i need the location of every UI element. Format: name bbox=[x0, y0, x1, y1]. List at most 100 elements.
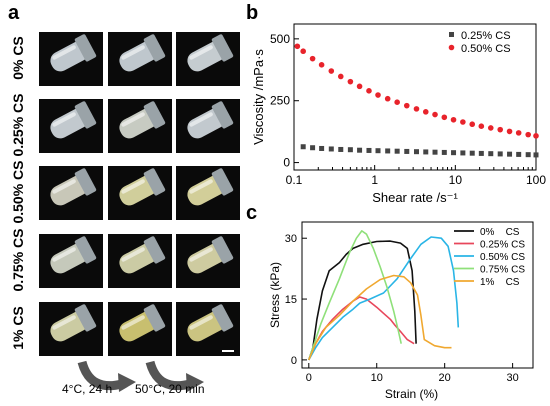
vial-photo bbox=[176, 302, 240, 356]
data-point bbox=[294, 43, 301, 50]
data-point bbox=[432, 111, 438, 118]
legend-label: 0.50% CS bbox=[480, 252, 525, 263]
legend-label: 0.75% CS bbox=[480, 265, 525, 276]
vial-photo bbox=[108, 166, 172, 220]
data-point bbox=[413, 149, 419, 155]
vial-icon bbox=[119, 168, 166, 206]
plot-frame bbox=[293, 23, 537, 171]
series-line bbox=[308, 274, 452, 361]
arrow-head bbox=[118, 373, 136, 392]
data-point bbox=[309, 55, 316, 62]
plot-frame bbox=[301, 221, 534, 369]
data-point bbox=[319, 145, 325, 151]
x-tick-label: 0 bbox=[306, 372, 312, 384]
data-point bbox=[516, 151, 522, 157]
series-line bbox=[308, 230, 402, 361]
vial-icon bbox=[119, 304, 166, 342]
data-point bbox=[441, 114, 448, 121]
data-point bbox=[347, 78, 354, 85]
data-point bbox=[357, 147, 363, 153]
data-point bbox=[487, 125, 494, 131]
vial-photo bbox=[108, 99, 172, 153]
legend-label: 0% CS bbox=[480, 227, 520, 238]
data-point bbox=[423, 149, 429, 155]
x-tick-label: 10 bbox=[371, 372, 383, 384]
panel-a-letter: a bbox=[8, 2, 20, 24]
data-point bbox=[384, 95, 391, 102]
vial-photo bbox=[108, 32, 172, 86]
y-tick-label: 250 bbox=[270, 94, 290, 108]
vial-icon bbox=[119, 101, 166, 139]
vial-photo bbox=[176, 234, 240, 288]
vial-photo bbox=[176, 32, 240, 86]
viscosity-chart: 0.1 1 10 100 0 250 500 Shear rate /s⁻¹ Viscosity… bbox=[251, 23, 546, 205]
x-tick-label: 0.1 bbox=[286, 173, 303, 187]
vial-photo bbox=[39, 166, 103, 220]
treatment-label: 4°C, 24 h bbox=[62, 382, 113, 396]
data-point bbox=[366, 147, 372, 153]
y-tick-label: 0 bbox=[283, 156, 290, 170]
vial-icon bbox=[50, 34, 97, 72]
arrow-head bbox=[186, 373, 204, 392]
y-tick-label: 15 bbox=[285, 294, 297, 306]
data-point bbox=[469, 150, 475, 156]
x-tick-label: 100 bbox=[526, 173, 546, 187]
vial-icon bbox=[187, 168, 234, 206]
x-tick-label: 1 bbox=[371, 173, 378, 187]
arrow-shaft bbox=[145, 360, 192, 391]
data-point bbox=[394, 148, 400, 154]
data-point bbox=[337, 73, 344, 80]
data-point bbox=[478, 150, 484, 156]
data-point bbox=[338, 146, 344, 152]
data-point bbox=[404, 148, 410, 154]
row-label: 1% CS bbox=[10, 306, 26, 350]
data-point bbox=[525, 131, 531, 138]
vial-photo bbox=[39, 302, 103, 356]
data-point bbox=[310, 145, 316, 151]
series-line bbox=[308, 240, 417, 361]
panel-c-letter: c bbox=[246, 202, 258, 224]
row-label: 0.75% CS bbox=[10, 228, 26, 292]
data-point bbox=[478, 123, 485, 129]
series-line bbox=[308, 236, 460, 361]
scale-bar bbox=[222, 350, 234, 352]
vial-icon bbox=[187, 304, 234, 342]
vial-icon bbox=[119, 34, 166, 72]
data-point bbox=[375, 92, 381, 98]
vial-icon bbox=[119, 236, 166, 274]
x-axis-label: Shear rate /s⁻¹ bbox=[372, 190, 458, 205]
data-point bbox=[432, 149, 438, 155]
data-point bbox=[469, 121, 476, 128]
data-point bbox=[318, 62, 325, 68]
curved-arrow-icon bbox=[77, 360, 204, 392]
vial-photo bbox=[176, 166, 240, 220]
data-point bbox=[403, 102, 410, 109]
vial-icon bbox=[187, 34, 234, 72]
data-point bbox=[497, 151, 503, 157]
y-tick-label: 500 bbox=[270, 32, 290, 46]
y-axis-label: Stress (kPa) bbox=[268, 262, 282, 328]
data-point bbox=[533, 133, 539, 139]
panel-b-letter: b bbox=[246, 2, 259, 24]
vial-photo bbox=[108, 302, 172, 356]
vial-icon bbox=[50, 101, 97, 139]
vial-photo bbox=[176, 99, 240, 153]
data-point bbox=[300, 48, 306, 55]
row-label: 0.25% CS bbox=[10, 93, 26, 157]
data-point bbox=[507, 151, 513, 157]
data-point bbox=[422, 109, 429, 115]
data-point bbox=[460, 119, 466, 125]
row-label: 0% CS bbox=[10, 36, 26, 80]
data-point bbox=[328, 146, 334, 152]
data-point bbox=[515, 130, 522, 136]
data-point bbox=[488, 151, 494, 157]
stress-strain-chart: 0 10 20 30 0 15 30 Strain (%) Stress (kPa) 0% CS 0… bbox=[268, 221, 534, 401]
data-point bbox=[525, 152, 531, 158]
legend-label: 1% CS bbox=[480, 277, 520, 288]
data-point bbox=[506, 128, 513, 135]
data-point bbox=[366, 88, 372, 94]
data-point bbox=[347, 147, 353, 153]
data-point bbox=[450, 116, 457, 123]
x-axis-label: Strain (%) bbox=[385, 387, 438, 401]
vial-photo bbox=[39, 99, 103, 153]
